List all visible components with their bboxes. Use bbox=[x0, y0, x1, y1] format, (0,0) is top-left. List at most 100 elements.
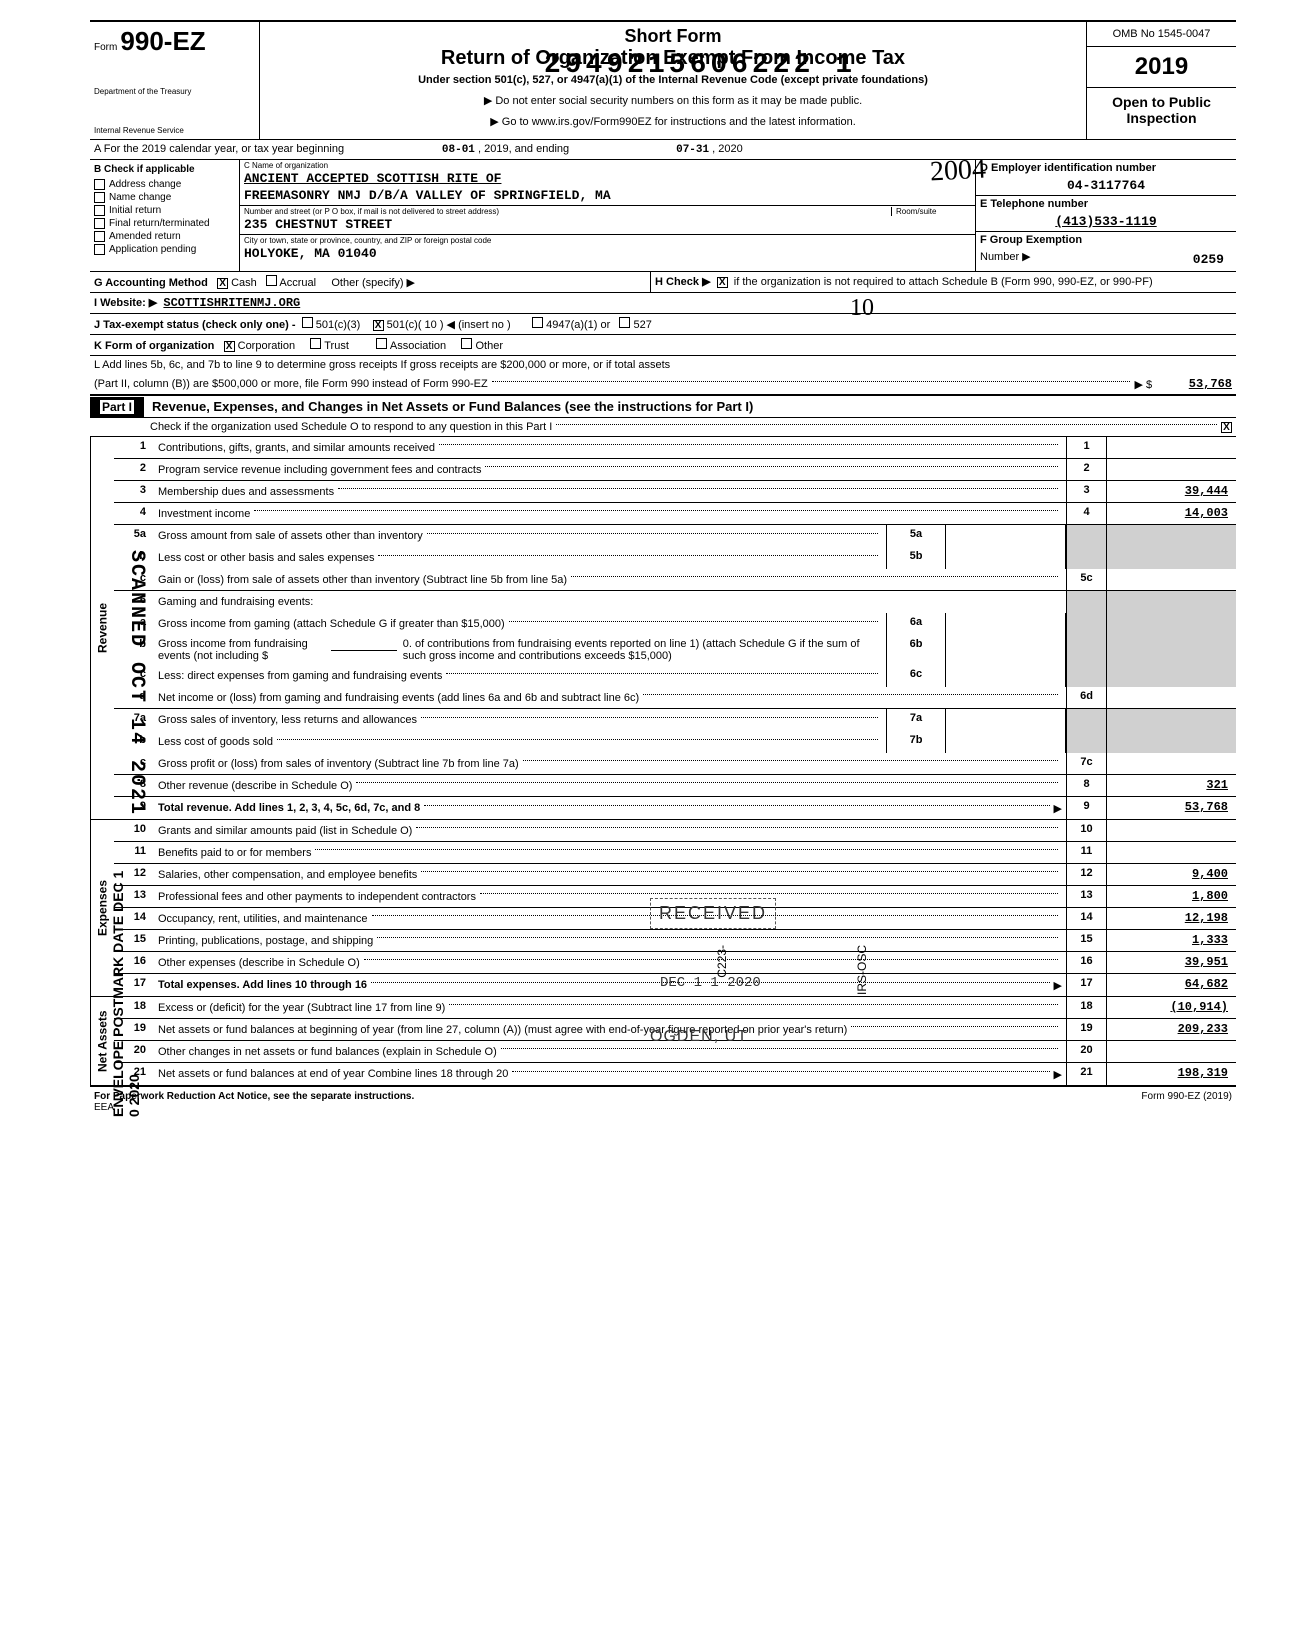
checkbox-schedule-b-not-required[interactable] bbox=[717, 277, 728, 288]
line-18-amt: (10,914) bbox=[1106, 997, 1236, 1018]
end-date: 07-31 bbox=[676, 144, 709, 156]
checkbox-application-pending[interactable] bbox=[94, 244, 105, 255]
row-l-line1: L Add lines 5b, 6c, and 7b to line 9 to … bbox=[90, 356, 1236, 374]
checkbox-trust[interactable] bbox=[310, 338, 321, 349]
org-name-label: C Name of organization bbox=[240, 160, 975, 171]
label-name-change: Name change bbox=[109, 192, 171, 203]
line-7c-desc: Gross profit or (loss) from sales of inv… bbox=[158, 758, 519, 770]
checkbox-schedule-o[interactable] bbox=[1221, 422, 1232, 433]
checkbox-cash[interactable] bbox=[217, 278, 228, 289]
label-cash: Cash bbox=[231, 277, 257, 289]
line-5b-box: 5b bbox=[886, 547, 946, 569]
street-address: 235 CHESTNUT STREET bbox=[240, 217, 975, 234]
row-l-arrow: ▶ $ bbox=[1134, 378, 1152, 391]
ein-label: D Employer identification number bbox=[976, 160, 1236, 176]
postmark-stamp: ENVELOPE POSTMARK DATE DEC 1 0 2020 bbox=[110, 870, 142, 1117]
dept-irs: Internal Revenue Service bbox=[94, 126, 255, 135]
line-3-col: 3 bbox=[1066, 481, 1106, 502]
label-address-change: Address change bbox=[109, 179, 181, 190]
line-9-col: 9 bbox=[1066, 797, 1106, 819]
line-3-desc: Membership dues and assessments bbox=[158, 486, 334, 498]
checkbox-name-change[interactable] bbox=[94, 192, 105, 203]
handwritten-stamp-200: 2004 bbox=[929, 154, 987, 189]
checkbox-initial-return[interactable] bbox=[94, 205, 105, 216]
label-other-method: Other (specify) ▶ bbox=[331, 277, 415, 289]
checkbox-corporation[interactable] bbox=[224, 341, 235, 352]
phone-label: E Telephone number bbox=[976, 195, 1236, 212]
tax-year: 2019 bbox=[1087, 47, 1236, 88]
row-a-mid: , 2019, and ending bbox=[478, 143, 569, 155]
checkbox-association[interactable] bbox=[376, 338, 387, 349]
row-a-tax-year: A For the 2019 calendar year, or tax yea… bbox=[90, 140, 1236, 160]
entity-block: B Check if applicable Address change Nam… bbox=[90, 160, 1236, 272]
line-7a-box: 7a bbox=[886, 709, 946, 731]
line-20-desc: Other changes in net assets or fund bala… bbox=[158, 1046, 497, 1058]
line-17-arrow: ▶ bbox=[1054, 979, 1062, 992]
warning-2: ▶ Go to www.irs.gov/Form990EZ for instru… bbox=[264, 115, 1082, 128]
label-amended-return: Amended return bbox=[109, 231, 181, 242]
line-9-amt: 53,768 bbox=[1106, 797, 1236, 819]
line-14-desc: Occupancy, rent, utilities, and maintena… bbox=[158, 913, 368, 925]
gross-receipts-amount: 53,768 bbox=[1189, 377, 1232, 391]
line-5c-desc: Gain or (loss) from sale of assets other… bbox=[158, 574, 567, 586]
checkbox-501c[interactable] bbox=[373, 320, 384, 331]
handwritten-stamp-10: 10 bbox=[850, 295, 874, 322]
line-6c-desc: Less: direct expenses from gaming and fu… bbox=[158, 670, 442, 682]
form-label: Form bbox=[94, 42, 117, 53]
addr-label: Number and street (or P O box, if mail i… bbox=[244, 207, 891, 216]
line-11-desc: Benefits paid to or for members bbox=[158, 847, 311, 859]
line-3-amt: 39,444 bbox=[1106, 481, 1236, 502]
line-21-arrow: ▶ bbox=[1054, 1068, 1062, 1081]
checkbox-accrual[interactable] bbox=[266, 275, 277, 286]
line-21-amt: 198,319 bbox=[1106, 1063, 1236, 1085]
checkbox-address-change[interactable] bbox=[94, 179, 105, 190]
label-application-pending: Application pending bbox=[109, 244, 196, 255]
checkbox-other-org[interactable] bbox=[461, 338, 472, 349]
received-date-stamp: DEC 1 1 2020 bbox=[660, 975, 761, 991]
line-6d-amt bbox=[1106, 687, 1236, 708]
line-12-col: 12 bbox=[1066, 864, 1106, 885]
checkbox-4947[interactable] bbox=[532, 317, 543, 328]
schedule-o-text: Check if the organization used Schedule … bbox=[150, 421, 552, 433]
line-4-amt: 14,003 bbox=[1106, 503, 1236, 524]
website-value: SCOTTISHRITENMJ.ORG bbox=[163, 296, 300, 310]
line-5a-desc: Gross amount from sale of assets other t… bbox=[158, 530, 423, 542]
line-8-desc: Other revenue (describe in Schedule O) bbox=[158, 780, 352, 792]
line-5c-col: 5c bbox=[1066, 569, 1106, 590]
begin-date: 08-01 bbox=[442, 144, 475, 156]
line-10-desc: Grants and similar amounts paid (list in… bbox=[158, 825, 412, 837]
line-6c-box: 6c bbox=[886, 665, 946, 687]
line-18-desc: Excess or (deficit) for the year (Subtra… bbox=[158, 1002, 445, 1014]
label-accrual: Accrual bbox=[279, 277, 316, 289]
checkbox-amended-return[interactable] bbox=[94, 231, 105, 242]
line-15-amt: 1,333 bbox=[1106, 930, 1236, 951]
line-15-col: 15 bbox=[1066, 930, 1106, 951]
label-corporation: Corporation bbox=[238, 340, 295, 352]
form-footer-number: Form 990-EZ (2019) bbox=[1141, 1091, 1232, 1113]
line-16-amt: 39,951 bbox=[1106, 952, 1236, 973]
phone-value: (413)533-1119 bbox=[976, 212, 1236, 231]
row-a-prefix: A For the 2019 calendar year, or tax yea… bbox=[94, 143, 344, 155]
line-8-amt: 321 bbox=[1106, 775, 1236, 796]
line-19-col: 19 bbox=[1066, 1019, 1106, 1040]
label-527: 527 bbox=[634, 319, 652, 331]
irs-osc-stamp: IRS-OSC bbox=[855, 945, 869, 995]
room-label: Room/suite bbox=[891, 207, 971, 216]
line-13-amt: 1,800 bbox=[1106, 886, 1236, 907]
checkbox-final-return[interactable] bbox=[94, 218, 105, 229]
city-label: City or town, state or province, country… bbox=[240, 235, 975, 246]
row-k-label: K Form of organization bbox=[94, 340, 214, 352]
part-1-title: Revenue, Expenses, and Changes in Net As… bbox=[144, 396, 761, 417]
line-2-desc: Program service revenue including govern… bbox=[158, 464, 481, 476]
row-l-line2: (Part II, column (B)) are $500,000 or mo… bbox=[94, 378, 488, 390]
checkbox-501c3[interactable] bbox=[302, 317, 313, 328]
line-2-amt bbox=[1106, 459, 1236, 480]
label-4947: 4947(a)(1) or bbox=[546, 319, 610, 331]
row-i-label: I Website: ▶ bbox=[94, 297, 157, 309]
h-text: if the organization is not required to a… bbox=[734, 276, 1153, 288]
line-6b-mid: 0. of contributions from fundraising eve… bbox=[403, 638, 882, 662]
group-exemption-label: F Group Exemption bbox=[976, 231, 1236, 248]
checkbox-527[interactable] bbox=[619, 317, 630, 328]
line-6-desc: Gaming and fundraising events: bbox=[158, 596, 313, 608]
line-21-col: 21 bbox=[1066, 1063, 1106, 1085]
